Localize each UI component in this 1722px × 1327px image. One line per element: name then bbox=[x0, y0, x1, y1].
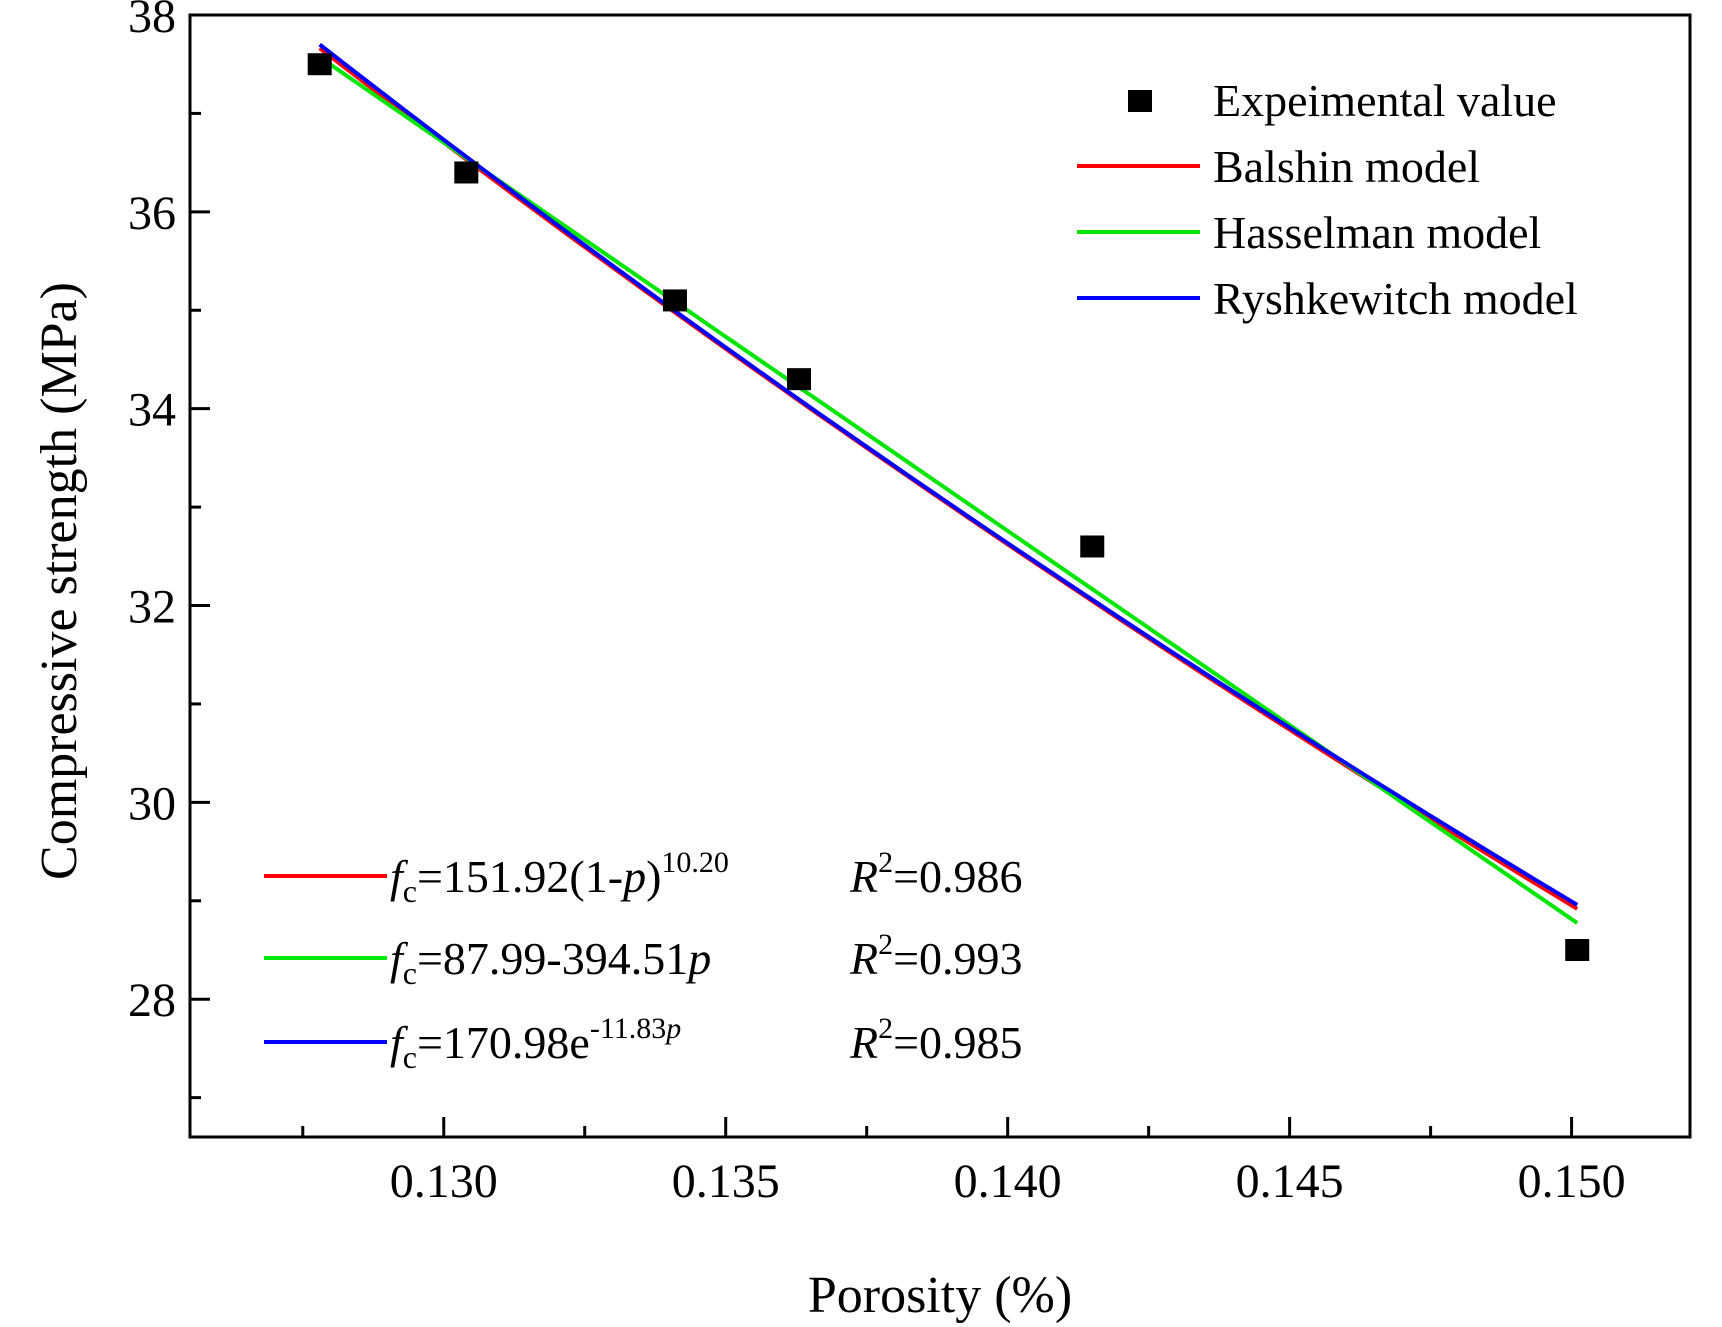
r2-hasselman: R2=0.993 bbox=[849, 928, 1023, 984]
r2-balshin: R2=0.986 bbox=[849, 846, 1023, 902]
experimental-point bbox=[662, 289, 687, 312]
equation-balshin: fc=151.92(1-p)10.20 bbox=[390, 846, 729, 909]
legend-label-balshin: Balshin model bbox=[1213, 141, 1480, 192]
equation-ryshkewitch: fc=170.98e-11.83p bbox=[390, 1012, 681, 1075]
plot-frame bbox=[188, 13, 1692, 1139]
experimental-point bbox=[454, 161, 479, 184]
y-tick-label: 36 bbox=[128, 187, 176, 240]
experimental-point bbox=[1080, 535, 1105, 558]
experimental-point bbox=[787, 368, 812, 391]
x-axis-label: Porosity (%) bbox=[808, 1267, 1072, 1324]
model-lines bbox=[318, 42, 1579, 925]
y-tick-label: 38 bbox=[128, 0, 176, 43]
y-tick-label: 30 bbox=[128, 777, 176, 830]
legend-label-experimental: Expeimental value bbox=[1213, 75, 1557, 126]
legend-label-ryshkewitch: Ryshkewitch model bbox=[1213, 273, 1578, 324]
y-tick-label: 32 bbox=[128, 581, 176, 634]
y-tick-label: 28 bbox=[128, 974, 176, 1027]
x-tick-label: 0.140 bbox=[954, 1155, 1062, 1208]
experimental-point bbox=[307, 53, 332, 76]
curve-ryshkewitch-model bbox=[318, 42, 1579, 907]
experimental-point bbox=[1565, 939, 1590, 961]
legend-marker-experimental bbox=[1128, 90, 1152, 112]
x-axis-ticks: 0.130 0.135 0.140 0.145 0.150 bbox=[301, 1117, 1626, 1208]
experimental-points bbox=[307, 53, 1590, 961]
x-tick-label: 0.135 bbox=[672, 1155, 780, 1208]
y-axis-ticks: 28 30 32 34 36 38 bbox=[128, 0, 210, 1100]
x-tick-label: 0.130 bbox=[390, 1155, 498, 1208]
r2-ryshkewitch: R2=0.985 bbox=[849, 1012, 1023, 1068]
legend-top-right: Expeimental value Balshin model Hasselma… bbox=[1077, 75, 1578, 324]
x-tick-label: 0.150 bbox=[1518, 1155, 1626, 1208]
equation-hasselman: fc=87.99-394.51p bbox=[390, 933, 711, 991]
y-tick-label: 34 bbox=[128, 384, 176, 437]
x-tick-label: 0.145 bbox=[1236, 1155, 1344, 1208]
y-axis-label: Compressive strength (MPa) bbox=[31, 282, 88, 880]
legend-equations: fc=151.92(1-p)10.20 R2=0.986 fc=87.99-39… bbox=[264, 846, 1023, 1075]
legend-label-hasselman: Hasselman model bbox=[1213, 207, 1541, 258]
